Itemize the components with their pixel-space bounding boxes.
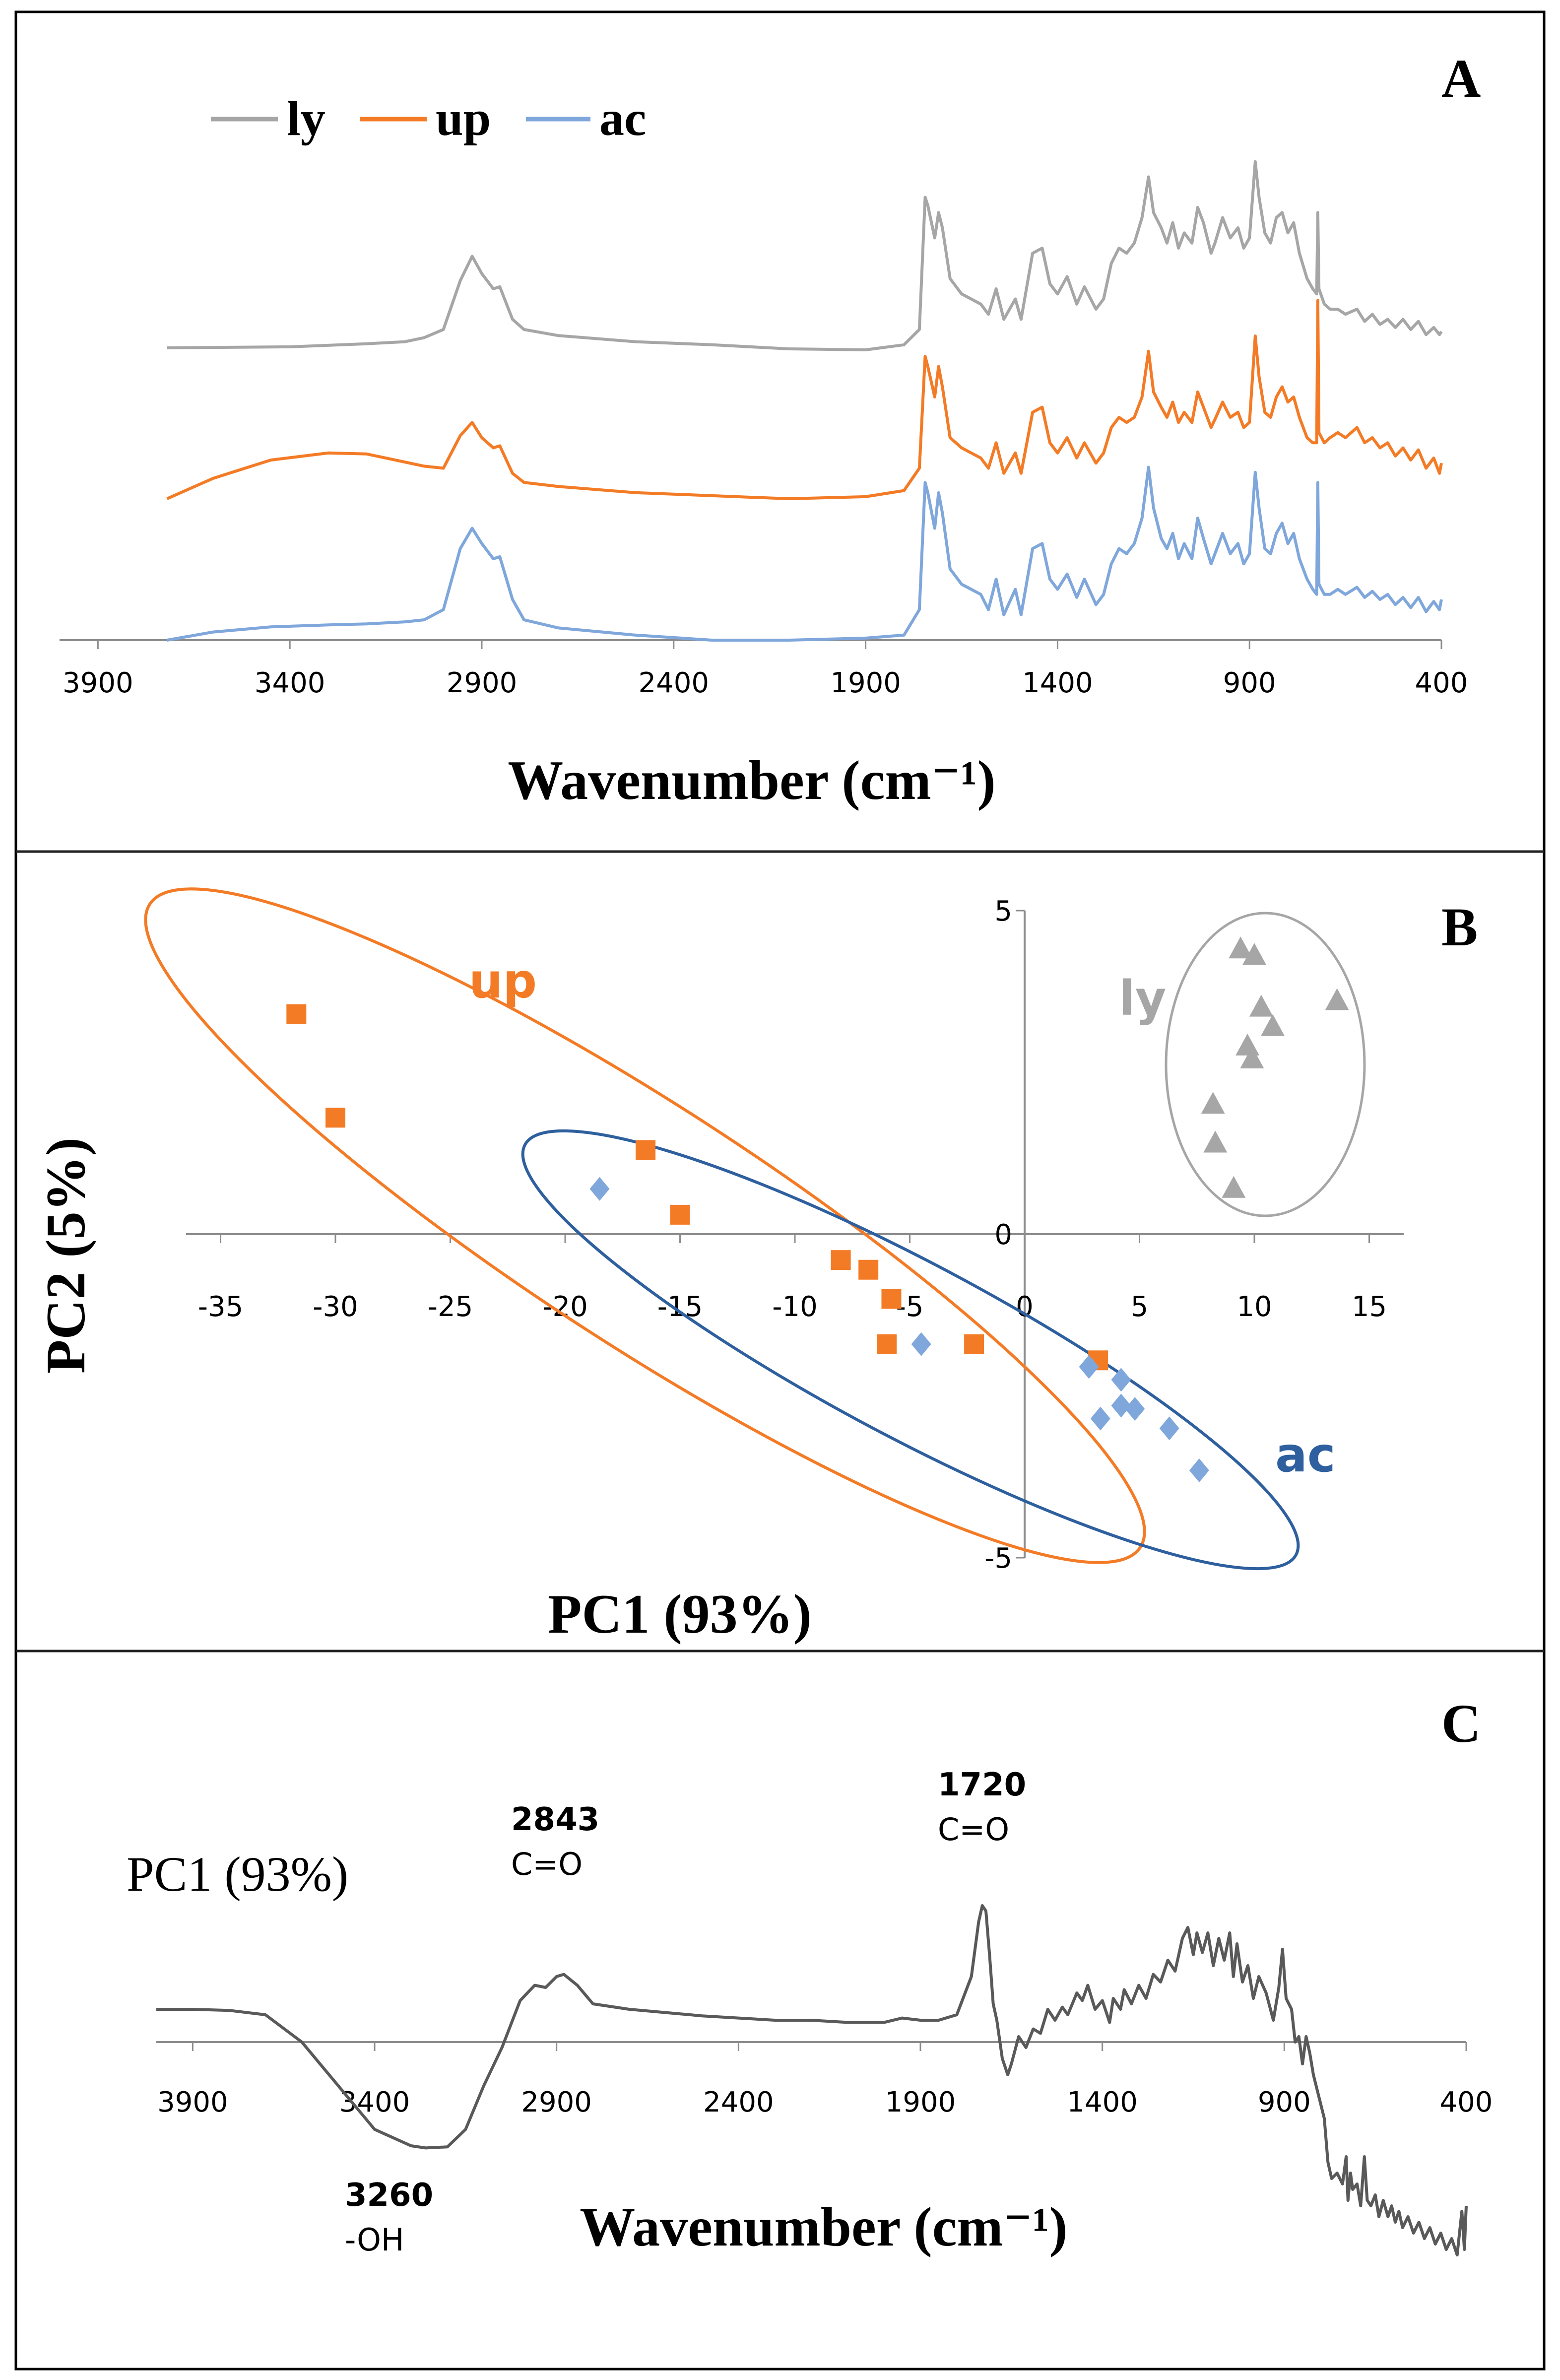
point-ly (1240, 1046, 1264, 1068)
panel-b-x-tick-label: -30 (313, 1291, 358, 1323)
point-ac (911, 1332, 931, 1356)
panel-b-x-tick-label: -35 (198, 1291, 243, 1323)
point-ly (1261, 1014, 1285, 1036)
panel-b-ellipses (144, 887, 1366, 1571)
panel-a-tick-label: 3900 (63, 667, 133, 699)
point-up (831, 1250, 851, 1270)
ellipse-ly (1165, 912, 1366, 1217)
panel-a-tick-label: 2400 (639, 667, 710, 699)
peak-assignment-2843: C=O (511, 1846, 583, 1882)
legend-label-ac: ac (599, 91, 646, 146)
panel-a: A ly up ac 3900 3400 2900 2400 1900 1400 900 40… (60, 48, 1481, 811)
peak-assignment-3260: -OH (345, 2222, 404, 2258)
panel-c-tick-label: 900 (1258, 2086, 1311, 2118)
point-ly (1203, 1130, 1228, 1153)
point-ac (1125, 1397, 1145, 1421)
panel-b-y-tick-label: 5 (994, 895, 1012, 927)
panel-b-y-tick-label: -5 (984, 1542, 1012, 1575)
point-up (877, 1334, 897, 1354)
panel-b-points (286, 936, 1349, 1482)
point-ly (1201, 1092, 1225, 1114)
panel-a-x-title: Wavenumber (cm⁻¹) (508, 750, 995, 811)
panel-a-tick-label: 900 (1223, 667, 1276, 699)
panel-c-x-title: Wavenumber (cm⁻¹) (580, 2196, 1067, 2258)
peak-number-2843: 2843 (511, 1801, 599, 1838)
panel-b-x-title: PC1 (93%) (548, 1584, 812, 1645)
pc1-loading-line (156, 1904, 1468, 2256)
point-ly (1325, 988, 1349, 1010)
panel-c: C PC1 (93%) 3900 3400 2900 2400 1900 1400 900 4… (127, 1693, 1493, 2258)
panel-a-letter: A (1441, 48, 1481, 109)
point-up (325, 1108, 345, 1128)
group-label-ly: ly (1119, 971, 1166, 1026)
point-ac (1111, 1393, 1131, 1418)
peak-number-1720: 1720 (938, 1767, 1026, 1803)
point-ac (589, 1177, 610, 1201)
point-up (636, 1140, 656, 1160)
panel-c-tick-label: 1900 (885, 2086, 956, 2118)
panel-b-x-tick-label: -10 (772, 1291, 817, 1323)
panel-b-x-tick-label: -15 (657, 1291, 703, 1323)
panel-b-x-tick-label: -25 (428, 1291, 473, 1323)
panel-a-tick-label: 1400 (1022, 667, 1093, 699)
point-ac (1159, 1416, 1179, 1441)
spectrum-line-ly (167, 160, 1443, 351)
point-ac (1111, 1368, 1131, 1392)
legend-label-ly: ly (287, 91, 325, 146)
panel-a-legend: ly up ac (211, 91, 646, 146)
spectrum-line-ac (167, 465, 1443, 642)
group-label-up: up (469, 953, 537, 1009)
panel-b-y-tick-label: 0 (994, 1219, 1012, 1251)
group-label-ac: ac (1275, 1427, 1336, 1483)
point-ly (1242, 943, 1266, 965)
spectrum-line-up (166, 299, 1443, 500)
point-up (881, 1289, 902, 1309)
panel-a-tick-label: 3400 (255, 667, 325, 699)
point-ac (1079, 1355, 1099, 1379)
panel-a-tick-label: 2900 (447, 667, 518, 699)
point-ly (1249, 994, 1273, 1017)
point-ly (1222, 1176, 1246, 1198)
point-ly (1229, 936, 1253, 959)
panel-b-x-tick-label: 10 (1236, 1291, 1272, 1323)
point-ac (1090, 1406, 1110, 1431)
point-up (286, 1004, 307, 1024)
legend-label-up: up (436, 91, 491, 146)
point-ac (1189, 1458, 1209, 1482)
panel-c-tick-label: 2400 (703, 2086, 774, 2118)
panel-b-letter: B (1441, 897, 1478, 957)
panel-c-annotations: 3260 -OH 2843 C=O 1720 C=O (345, 1767, 1026, 2258)
panel-c-tick-label: 2900 (521, 2086, 592, 2118)
point-up (670, 1204, 690, 1225)
panel-c-tick-label: 1400 (1067, 2086, 1138, 2118)
ellipse-up (144, 887, 1146, 1564)
panel-a-tick-label: 1900 (830, 667, 901, 699)
panel-c-tick-label: 400 (1440, 2086, 1493, 2118)
panel-b-x-tick-label: 15 (1352, 1291, 1387, 1323)
panel-b-y-title: PC2 (5%) (35, 1137, 97, 1374)
panel-c-pc1-label: PC1 (93%) (127, 1847, 348, 1902)
panel-a-x-ticks: 3900 3400 2900 2400 1900 1400 900 400 (63, 640, 1468, 699)
figure-frame (14, 10, 1546, 2371)
point-up (964, 1334, 984, 1354)
peak-number-3260: 3260 (345, 2177, 433, 2214)
panel-a-series (166, 160, 1443, 642)
panel-b-x-tick-label: 5 (1131, 1291, 1149, 1323)
panel-c-letter: C (1441, 1693, 1481, 1754)
ellipse-ac (521, 1129, 1300, 1571)
panel-c-tick-label: 3400 (339, 2086, 410, 2118)
point-up (858, 1259, 879, 1280)
panel-a-tick-label: 400 (1415, 667, 1468, 699)
panel-c-series (156, 1904, 1468, 2256)
panel-c-tick-label: 3900 (157, 2086, 228, 2118)
peak-assignment-1720: C=O (938, 1811, 1009, 1848)
